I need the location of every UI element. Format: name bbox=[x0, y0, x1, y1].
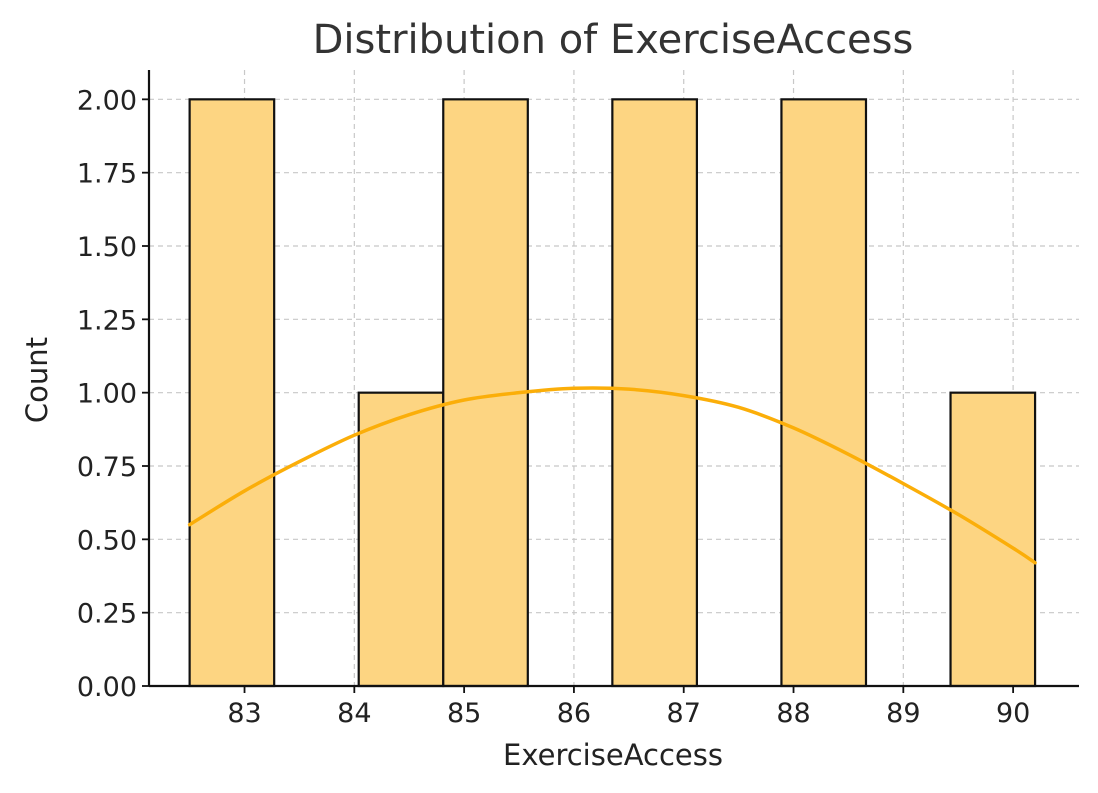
x-tick-label-5: 88 bbox=[776, 698, 810, 729]
bar-2 bbox=[357, 391, 445, 688]
y-tick-label-2: 0.50 bbox=[77, 525, 137, 556]
y-tick-label-1: 0.25 bbox=[77, 599, 137, 630]
y-tick-label-4: 1.00 bbox=[77, 379, 137, 410]
y-tick-label-0: 0.00 bbox=[77, 672, 137, 703]
bar-7 bbox=[780, 98, 868, 688]
y-axis-ticks: 0.00 0.25 0.50 0.75 1.00 1.25 1.50 1.75 2.00 bbox=[77, 85, 149, 703]
y-axis-label: Count bbox=[20, 337, 54, 423]
x-tick-label-2: 85 bbox=[447, 698, 481, 729]
x-tick-label-3: 86 bbox=[557, 698, 591, 729]
x-axis-label: ExerciseAccess bbox=[503, 738, 723, 772]
y-tick-label-6: 1.50 bbox=[77, 232, 137, 263]
x-tick-label-1: 84 bbox=[337, 698, 371, 729]
bar-9 bbox=[949, 391, 1037, 688]
x-tick-label-4: 87 bbox=[667, 698, 701, 729]
bar-0 bbox=[188, 98, 276, 688]
y-tick-label-8: 2.00 bbox=[77, 85, 137, 116]
y-tick-label-3: 0.75 bbox=[77, 452, 137, 483]
bars bbox=[188, 98, 1037, 688]
y-tick-label-5: 1.25 bbox=[77, 305, 137, 336]
chart-title: Distribution of ExerciseAccess bbox=[313, 17, 914, 63]
x-axis-ticks: 83 84 85 86 87 88 89 90 bbox=[227, 686, 1030, 729]
y-tick-label-7: 1.75 bbox=[77, 159, 137, 190]
x-tick-label-0: 83 bbox=[227, 698, 261, 729]
x-tick-label-7: 90 bbox=[996, 698, 1030, 729]
kde-curve bbox=[187, 386, 1037, 565]
x-tick-label-6: 89 bbox=[886, 698, 920, 729]
